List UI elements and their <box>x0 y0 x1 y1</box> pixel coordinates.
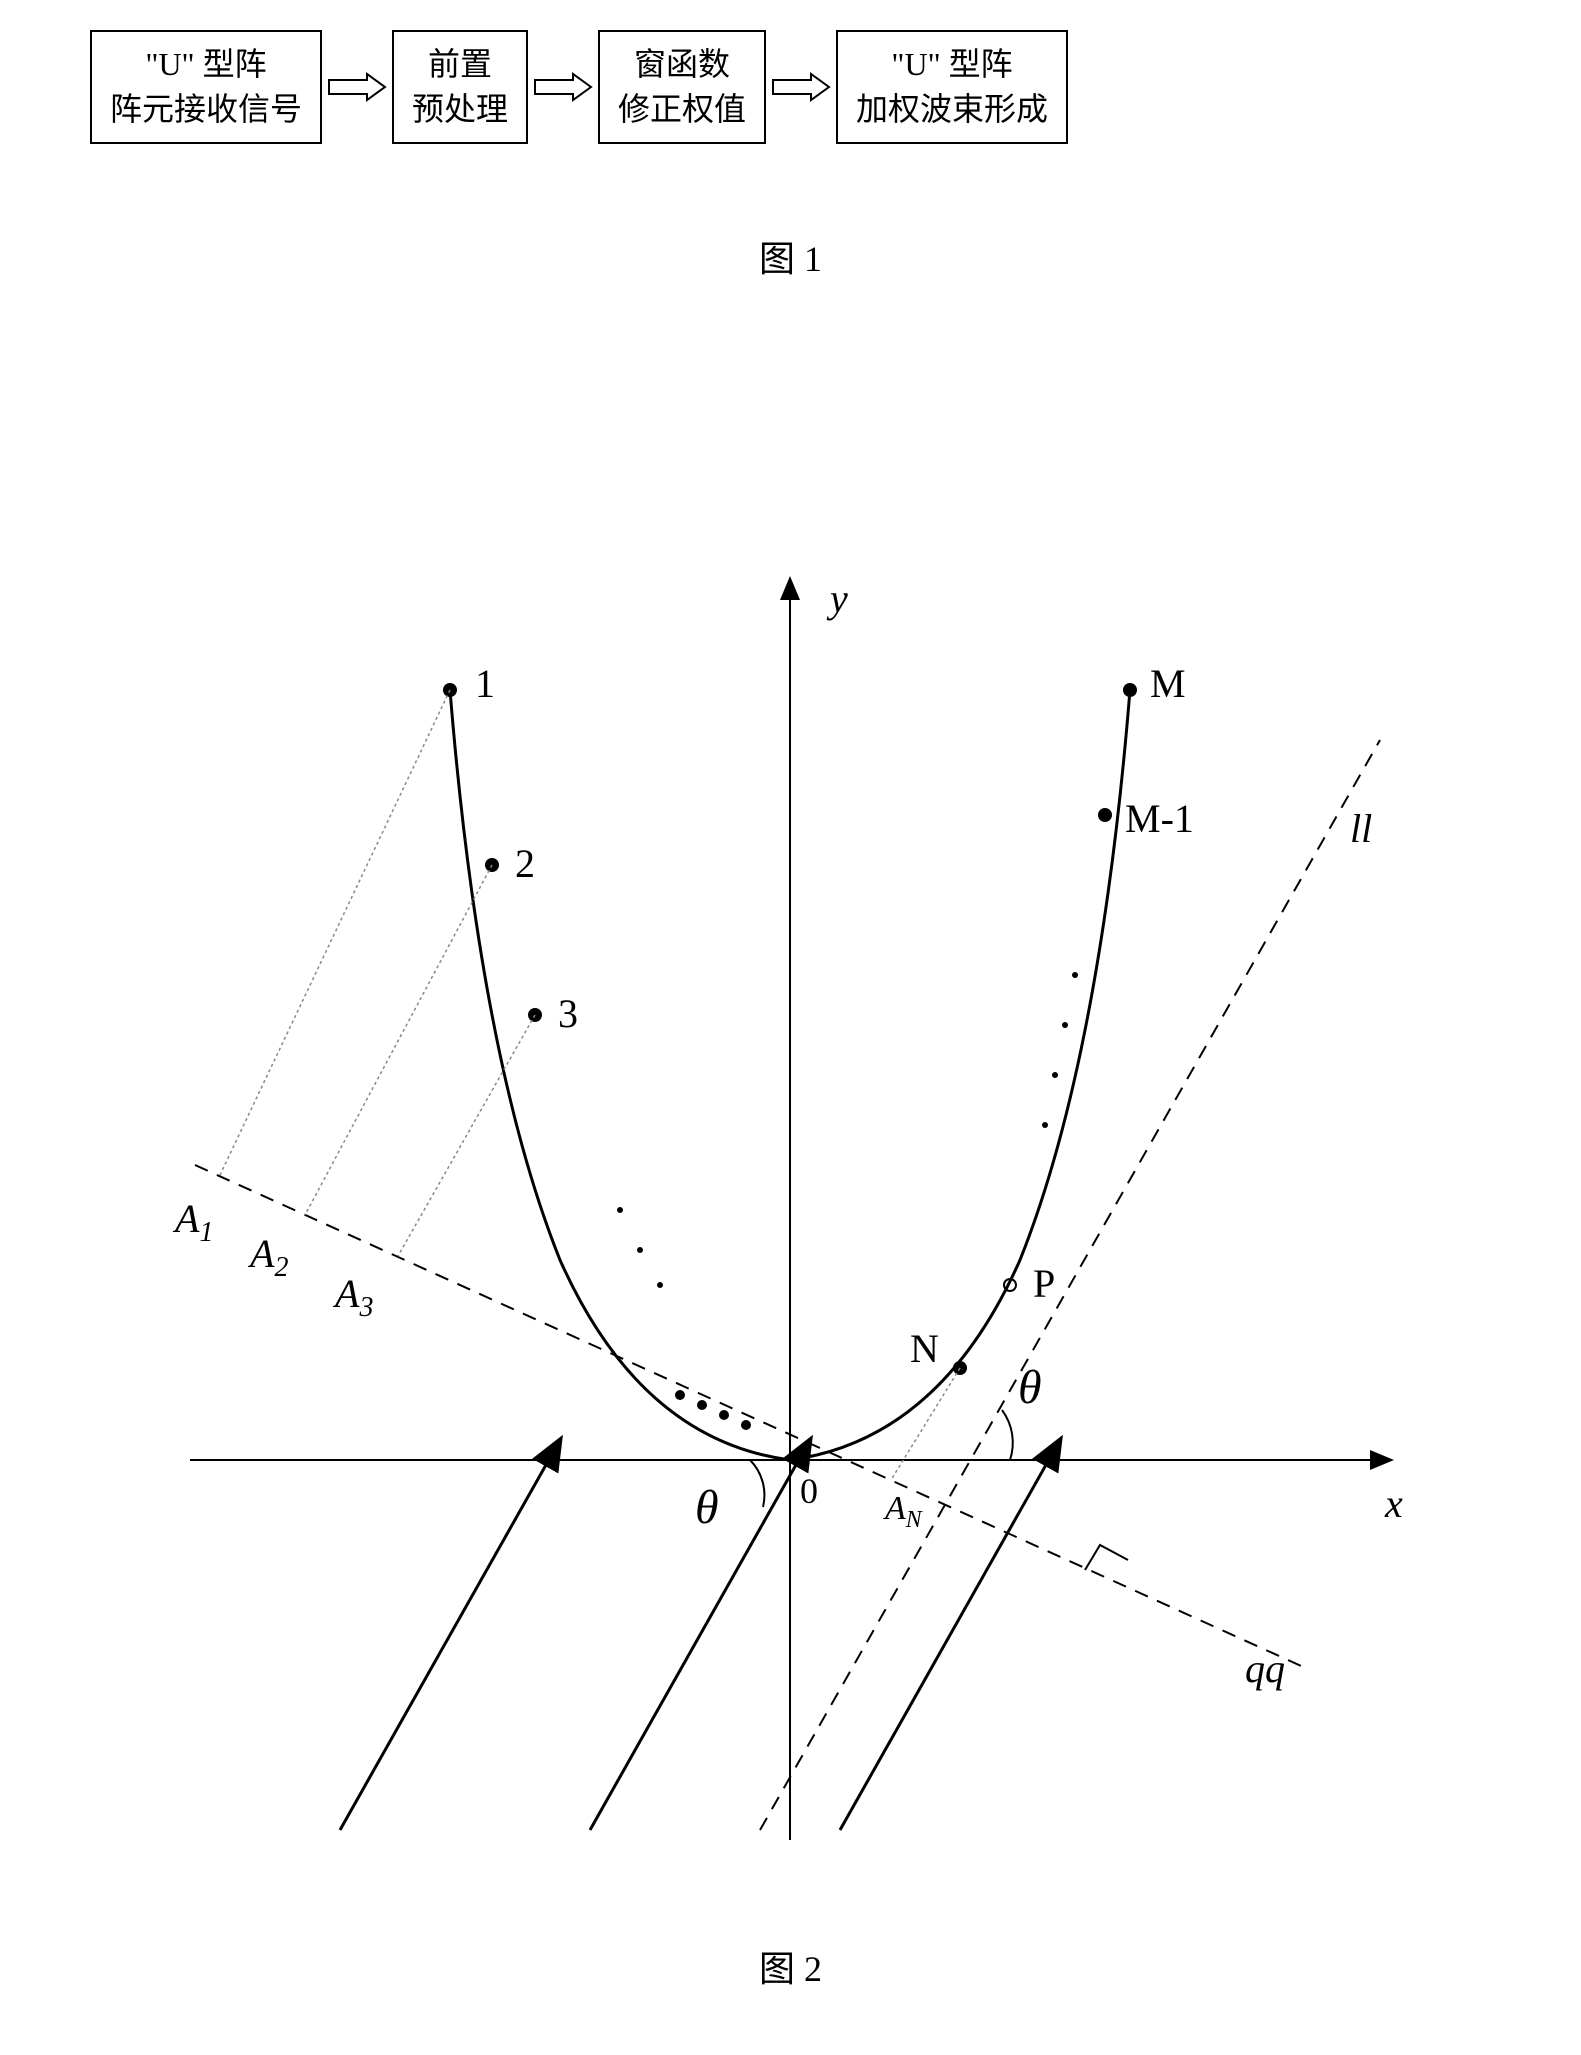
point-M <box>1123 683 1137 697</box>
dots-right-1 <box>1072 972 1078 978</box>
label-pP: P <box>1033 1260 1055 1307</box>
label-y: y <box>830 575 848 622</box>
point-M-1 <box>1098 808 1112 822</box>
signal-arrow-3 <box>840 1440 1060 1830</box>
flowbox-1-line1: "U" 型阵 <box>110 42 302 87</box>
caption-fig2: 图 2 <box>0 1940 1581 1992</box>
dots-left-2 <box>637 1247 643 1253</box>
label-A1: A1 <box>175 1195 213 1249</box>
dots-bottom-2 <box>697 1400 707 1410</box>
dots-bottom-1 <box>675 1390 685 1400</box>
flowbox-3-line1: 窗函数 <box>618 42 746 87</box>
label-ll: ll <box>1350 805 1372 852</box>
proj-line-1 <box>220 690 450 1175</box>
label-A3: A3 <box>335 1270 373 1324</box>
flowbox-3-line2: 修正权值 <box>618 87 746 132</box>
dots-bottom-3 <box>719 1410 729 1420</box>
proj-line-N <box>891 1368 960 1480</box>
label-p3: 3 <box>558 990 578 1037</box>
label-x: x <box>1385 1480 1403 1527</box>
flowbox-2-line2: 预处理 <box>412 87 508 132</box>
label-theta1: θ <box>695 1480 719 1535</box>
label-p2: 2 <box>515 840 535 887</box>
diagram: y x 0 1 2 3 M M-1 P N A1 A2 A3 AN ll qq … <box>140 560 1440 1860</box>
signal-arrow-1 <box>340 1440 560 1830</box>
flowchart: "U" 型阵 阵元接收信号 前置 预处理 窗函数 修正权值 "U" 型阵 加权波… <box>90 30 1068 144</box>
theta-arc-1 <box>750 1460 764 1507</box>
proj-line-2 <box>305 865 492 1215</box>
dots-left-1 <box>617 1207 623 1213</box>
dots-right-2 <box>1062 1022 1068 1028</box>
label-AN: AN <box>885 1490 922 1534</box>
caption-fig1: 图 1 <box>0 230 1581 282</box>
dots-right-4 <box>1042 1122 1048 1128</box>
label-A2: A2 <box>250 1230 288 1284</box>
label-pM1: M-1 <box>1125 795 1194 842</box>
arrow-2 <box>533 72 593 102</box>
label-theta2: θ <box>1018 1360 1042 1415</box>
dots-left-3 <box>657 1282 663 1288</box>
line-ll <box>760 740 1380 1830</box>
line-qq <box>195 1165 1310 1670</box>
label-p1: 1 <box>475 660 495 707</box>
right-angle-marker <box>1085 1545 1128 1570</box>
proj-line-3 <box>398 1015 535 1256</box>
flowbox-1-line2: 阵元接收信号 <box>110 87 302 132</box>
label-pN: N <box>910 1325 939 1372</box>
theta-arc-2 <box>1002 1410 1013 1460</box>
flowbox-4-line2: 加权波束形成 <box>856 87 1048 132</box>
label-origin: 0 <box>800 1470 818 1512</box>
dots-bottom-4 <box>741 1420 751 1430</box>
flowbox-2-line1: 前置 <box>412 42 508 87</box>
dots-right-3 <box>1052 1072 1058 1078</box>
arrow-1 <box>327 72 387 102</box>
arrow-3 <box>771 72 831 102</box>
flowbox-4: "U" 型阵 加权波束形成 <box>836 30 1068 144</box>
label-qq: qq <box>1245 1645 1285 1692</box>
flowbox-1: "U" 型阵 阵元接收信号 <box>90 30 322 144</box>
flowbox-4-line1: "U" 型阵 <box>856 42 1048 87</box>
flowbox-2: 前置 预处理 <box>392 30 528 144</box>
label-pM: M <box>1150 660 1186 707</box>
flowbox-3: 窗函数 修正权值 <box>598 30 766 144</box>
